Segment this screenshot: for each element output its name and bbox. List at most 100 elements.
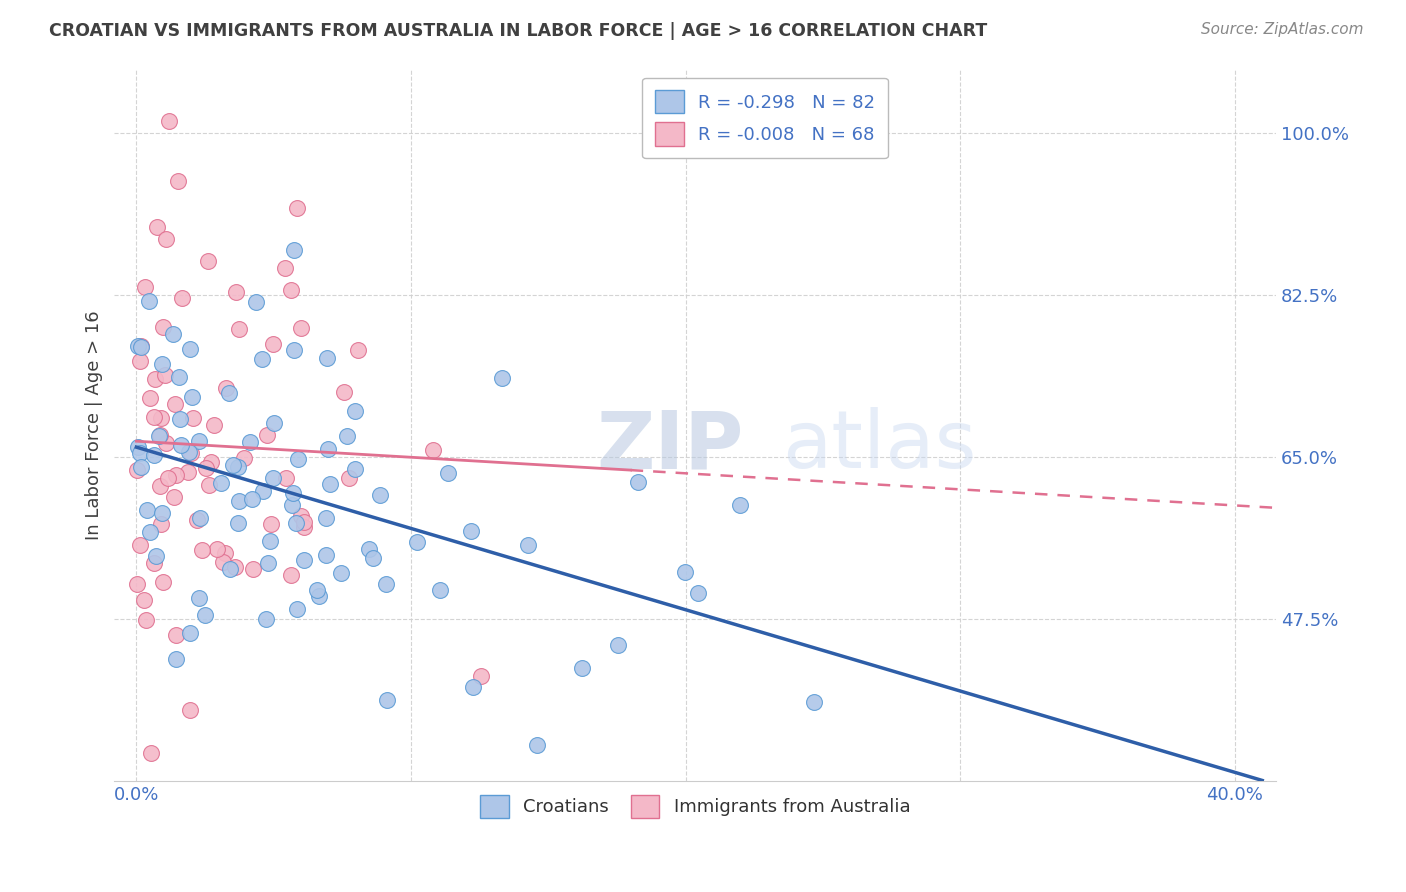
Point — [177, 465, 200, 479]
Point — [280, 283, 302, 297]
Point — [627, 475, 650, 489]
Point — [374, 577, 396, 591]
Point — [180, 446, 202, 460]
Point — [262, 337, 284, 351]
Point — [163, 490, 186, 504]
Point — [252, 352, 274, 367]
Point — [315, 510, 337, 524]
Text: Source: ZipAtlas.com: Source: ZipAtlas.com — [1201, 22, 1364, 37]
Text: CROATIAN VS IMMIGRANTS FROM AUSTRALIA IN LABOR FORCE | AGE > 16 CORRELATION CHAR: CROATIAN VS IMMIGRANTS FROM AUSTRALIA IN… — [49, 22, 987, 40]
Point — [337, 471, 360, 485]
Point — [517, 538, 540, 552]
Point — [128, 538, 150, 552]
Point — [330, 566, 353, 581]
Point — [170, 438, 193, 452]
Point — [165, 468, 187, 483]
Point — [319, 476, 342, 491]
Point — [138, 293, 160, 308]
Point — [191, 543, 214, 558]
Point — [571, 661, 593, 675]
Point — [375, 693, 398, 707]
Point — [194, 607, 217, 622]
Point — [129, 459, 152, 474]
Point — [252, 483, 274, 498]
Point — [177, 445, 200, 459]
Point — [803, 695, 825, 709]
Point — [254, 612, 277, 626]
Text: ZIP: ZIP — [596, 407, 744, 485]
Point — [141, 746, 163, 760]
Point — [233, 450, 256, 465]
Point — [209, 476, 232, 491]
Point — [172, 291, 194, 305]
Point — [146, 219, 169, 234]
Point — [127, 339, 149, 353]
Point — [132, 593, 155, 607]
Point — [205, 541, 228, 556]
Point — [730, 498, 752, 512]
Point — [148, 429, 170, 443]
Point — [460, 524, 482, 538]
Point — [263, 417, 285, 431]
Point — [256, 557, 278, 571]
Point — [155, 232, 177, 246]
Point — [156, 470, 179, 484]
Point — [127, 462, 149, 476]
Point — [226, 459, 249, 474]
Point — [283, 343, 305, 357]
Point — [686, 586, 709, 600]
Point — [361, 551, 384, 566]
Point — [152, 575, 174, 590]
Point — [214, 546, 236, 560]
Point — [153, 368, 176, 383]
Point — [343, 462, 366, 476]
Point — [336, 429, 359, 443]
Point — [202, 418, 225, 433]
Point — [368, 488, 391, 502]
Point — [139, 524, 162, 539]
Point — [359, 541, 381, 556]
Point — [169, 412, 191, 426]
Point — [200, 455, 222, 469]
Point — [526, 738, 548, 752]
Point — [129, 340, 152, 354]
Point — [228, 322, 250, 336]
Point — [198, 478, 221, 492]
Point — [225, 285, 247, 300]
Point — [167, 173, 190, 187]
Point — [129, 339, 152, 353]
Point — [292, 520, 315, 534]
Point — [163, 397, 186, 411]
Point — [406, 534, 429, 549]
Point — [429, 583, 451, 598]
Point — [260, 517, 283, 532]
Point — [285, 201, 308, 215]
Point — [228, 493, 250, 508]
Point — [215, 381, 238, 395]
Point — [186, 512, 208, 526]
Point — [179, 342, 201, 356]
Point — [281, 486, 304, 500]
Point — [274, 261, 297, 276]
Point — [606, 638, 628, 652]
Point — [276, 471, 298, 485]
Point — [129, 446, 152, 460]
Point — [224, 560, 246, 574]
Point — [333, 384, 356, 399]
Point — [149, 478, 172, 492]
Point — [292, 515, 315, 529]
Point — [316, 442, 339, 457]
Point — [259, 533, 281, 548]
Point — [226, 516, 249, 530]
Point — [143, 409, 166, 424]
Point — [308, 589, 330, 603]
Point — [181, 410, 204, 425]
Point — [242, 561, 264, 575]
Point — [307, 582, 329, 597]
Point — [152, 320, 174, 334]
Point — [167, 369, 190, 384]
Point — [150, 517, 173, 532]
Point — [135, 613, 157, 627]
Point — [290, 508, 312, 523]
Point — [316, 351, 339, 365]
